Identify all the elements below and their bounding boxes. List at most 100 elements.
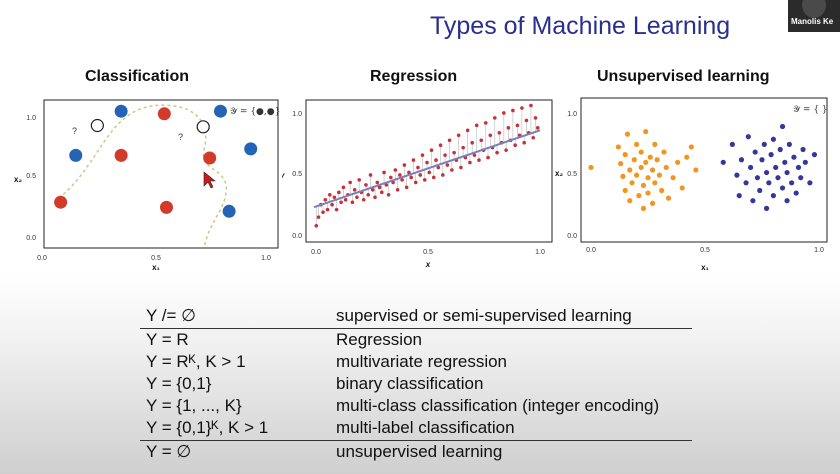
data-point-cluster_a — [693, 167, 699, 173]
data-point — [416, 165, 420, 170]
data-point-cluster_a — [631, 157, 637, 163]
data-point — [495, 150, 499, 155]
unsupervised-frame — [580, 97, 828, 243]
table-rhs: unsupervised learning — [336, 442, 503, 461]
data-point-cluster_a — [634, 172, 640, 178]
data-point-cluster_b — [795, 164, 802, 171]
data-point — [497, 131, 502, 135]
data-point-cluster_a — [627, 198, 633, 204]
data-point — [422, 178, 427, 182]
data-point-cluster_a — [645, 190, 651, 196]
data-point-cluster_b — [748, 164, 754, 171]
classification-title: Classification — [85, 68, 190, 85]
unsupervised-title: Unsupervised learning — [597, 68, 770, 85]
classification-plot: 𝒴 = {●,●} ? ? 1.0 0.5 0.0 0.0 0.5 1.0 x₁… — [14, 99, 280, 272]
table-lhs: Y = {0,1} — [146, 374, 212, 393]
data-point-blue — [222, 204, 236, 218]
data-point — [488, 133, 493, 138]
data-point-cluster_b — [770, 136, 776, 142]
data-point — [447, 138, 452, 143]
data-point — [357, 178, 361, 182]
data-point-cluster_a — [629, 180, 635, 186]
data-point — [350, 200, 355, 205]
data-point — [429, 148, 434, 152]
data-point-cluster_b — [736, 193, 742, 199]
table-lhs: Y /= ∅ — [146, 306, 196, 325]
data-point-cluster_a — [654, 157, 660, 163]
classification-frame — [43, 99, 279, 249]
data-point-cluster_a — [647, 154, 653, 160]
data-point-cluster_a — [622, 187, 628, 194]
data-point-cluster_b — [773, 164, 779, 171]
data-point — [443, 153, 447, 157]
data-point — [366, 193, 371, 197]
data-point — [409, 175, 413, 180]
data-point-blue — [69, 148, 83, 162]
data-point-cluster_b — [786, 141, 792, 147]
data-point — [375, 180, 380, 185]
data-point — [486, 155, 490, 160]
presenter-name: Manolis Ke — [791, 17, 834, 26]
data-point — [361, 197, 366, 202]
regression-line — [313, 129, 541, 209]
cls-ytick-1: 1.0 — [26, 115, 36, 122]
data-point — [384, 183, 389, 187]
data-point-cluster_a — [688, 144, 694, 150]
data-point-cluster_a — [659, 187, 665, 194]
data-point — [504, 148, 508, 152]
data-point — [400, 178, 404, 182]
data-point-unlabeled — [90, 118, 104, 133]
data-point-blue — [244, 142, 258, 156]
data-point-cluster_a — [636, 193, 642, 199]
data-point-cluster_b — [798, 175, 804, 181]
data-point-cluster_a — [638, 164, 644, 171]
data-point — [522, 140, 526, 145]
table-lhs: Y = R — [146, 330, 189, 349]
table-lhs: Y = {1, ..., K} — [146, 396, 242, 415]
data-point — [325, 207, 330, 212]
data-point-cluster_a — [649, 167, 656, 173]
data-point — [436, 165, 441, 170]
data-point-cluster_b — [745, 134, 751, 140]
data-point-cluster_a — [620, 173, 626, 179]
data-point-cluster_b — [763, 205, 770, 211]
cls-xtick-0: 0.0 — [37, 255, 47, 262]
data-point-cluster_a — [638, 149, 644, 155]
cls-ylabel: x₂ — [14, 175, 22, 184]
data-point — [393, 168, 398, 172]
data-point-cluster_b — [779, 185, 786, 191]
reg-xtick-05: 0.5 — [423, 249, 433, 256]
data-point-cluster_a — [675, 159, 681, 165]
reg-ytick-05: 0.5 — [292, 171, 302, 178]
unsupervised-annotation: 𝒴 = { } — [793, 105, 828, 115]
data-point-cluster_b — [738, 157, 745, 163]
data-point — [316, 215, 321, 219]
data-point-cluster_a — [615, 144, 621, 150]
table-rhs: multi-label classification — [336, 418, 515, 437]
cls-ytick-05: 0.5 — [26, 173, 36, 180]
data-point — [427, 170, 432, 175]
data-point-cluster_a — [640, 182, 647, 188]
reg-ylabel: y — [282, 171, 285, 180]
uns-ytick-05: 0.5 — [567, 171, 577, 178]
table-row: Y = {0,1}ᴷ, K > 1 multi-label classifica… — [140, 417, 700, 439]
presenter-avatar — [802, 0, 826, 18]
uns-xtick-05: 0.5 — [700, 247, 710, 254]
data-point-cluster_b — [779, 123, 786, 130]
question-mark-1: ? — [72, 126, 77, 136]
cursor-icon — [203, 171, 216, 189]
presenter-video-thumbnail[interactable]: Manolis Ke — [788, 0, 840, 32]
data-point-cluster_b — [811, 152, 818, 158]
data-point — [531, 135, 536, 140]
data-point — [402, 163, 407, 167]
table-rhs: multi-class classification (integer enco… — [336, 396, 660, 415]
data-point — [411, 158, 416, 162]
data-point-cluster_b — [743, 180, 749, 186]
data-point — [377, 185, 382, 190]
data-point — [413, 180, 418, 185]
data-point — [456, 133, 461, 138]
uns-ytick-1: 1.0 — [567, 111, 577, 118]
decision-boundary — [53, 104, 227, 249]
data-point — [533, 116, 538, 120]
data-point-cluster_a — [588, 164, 594, 171]
